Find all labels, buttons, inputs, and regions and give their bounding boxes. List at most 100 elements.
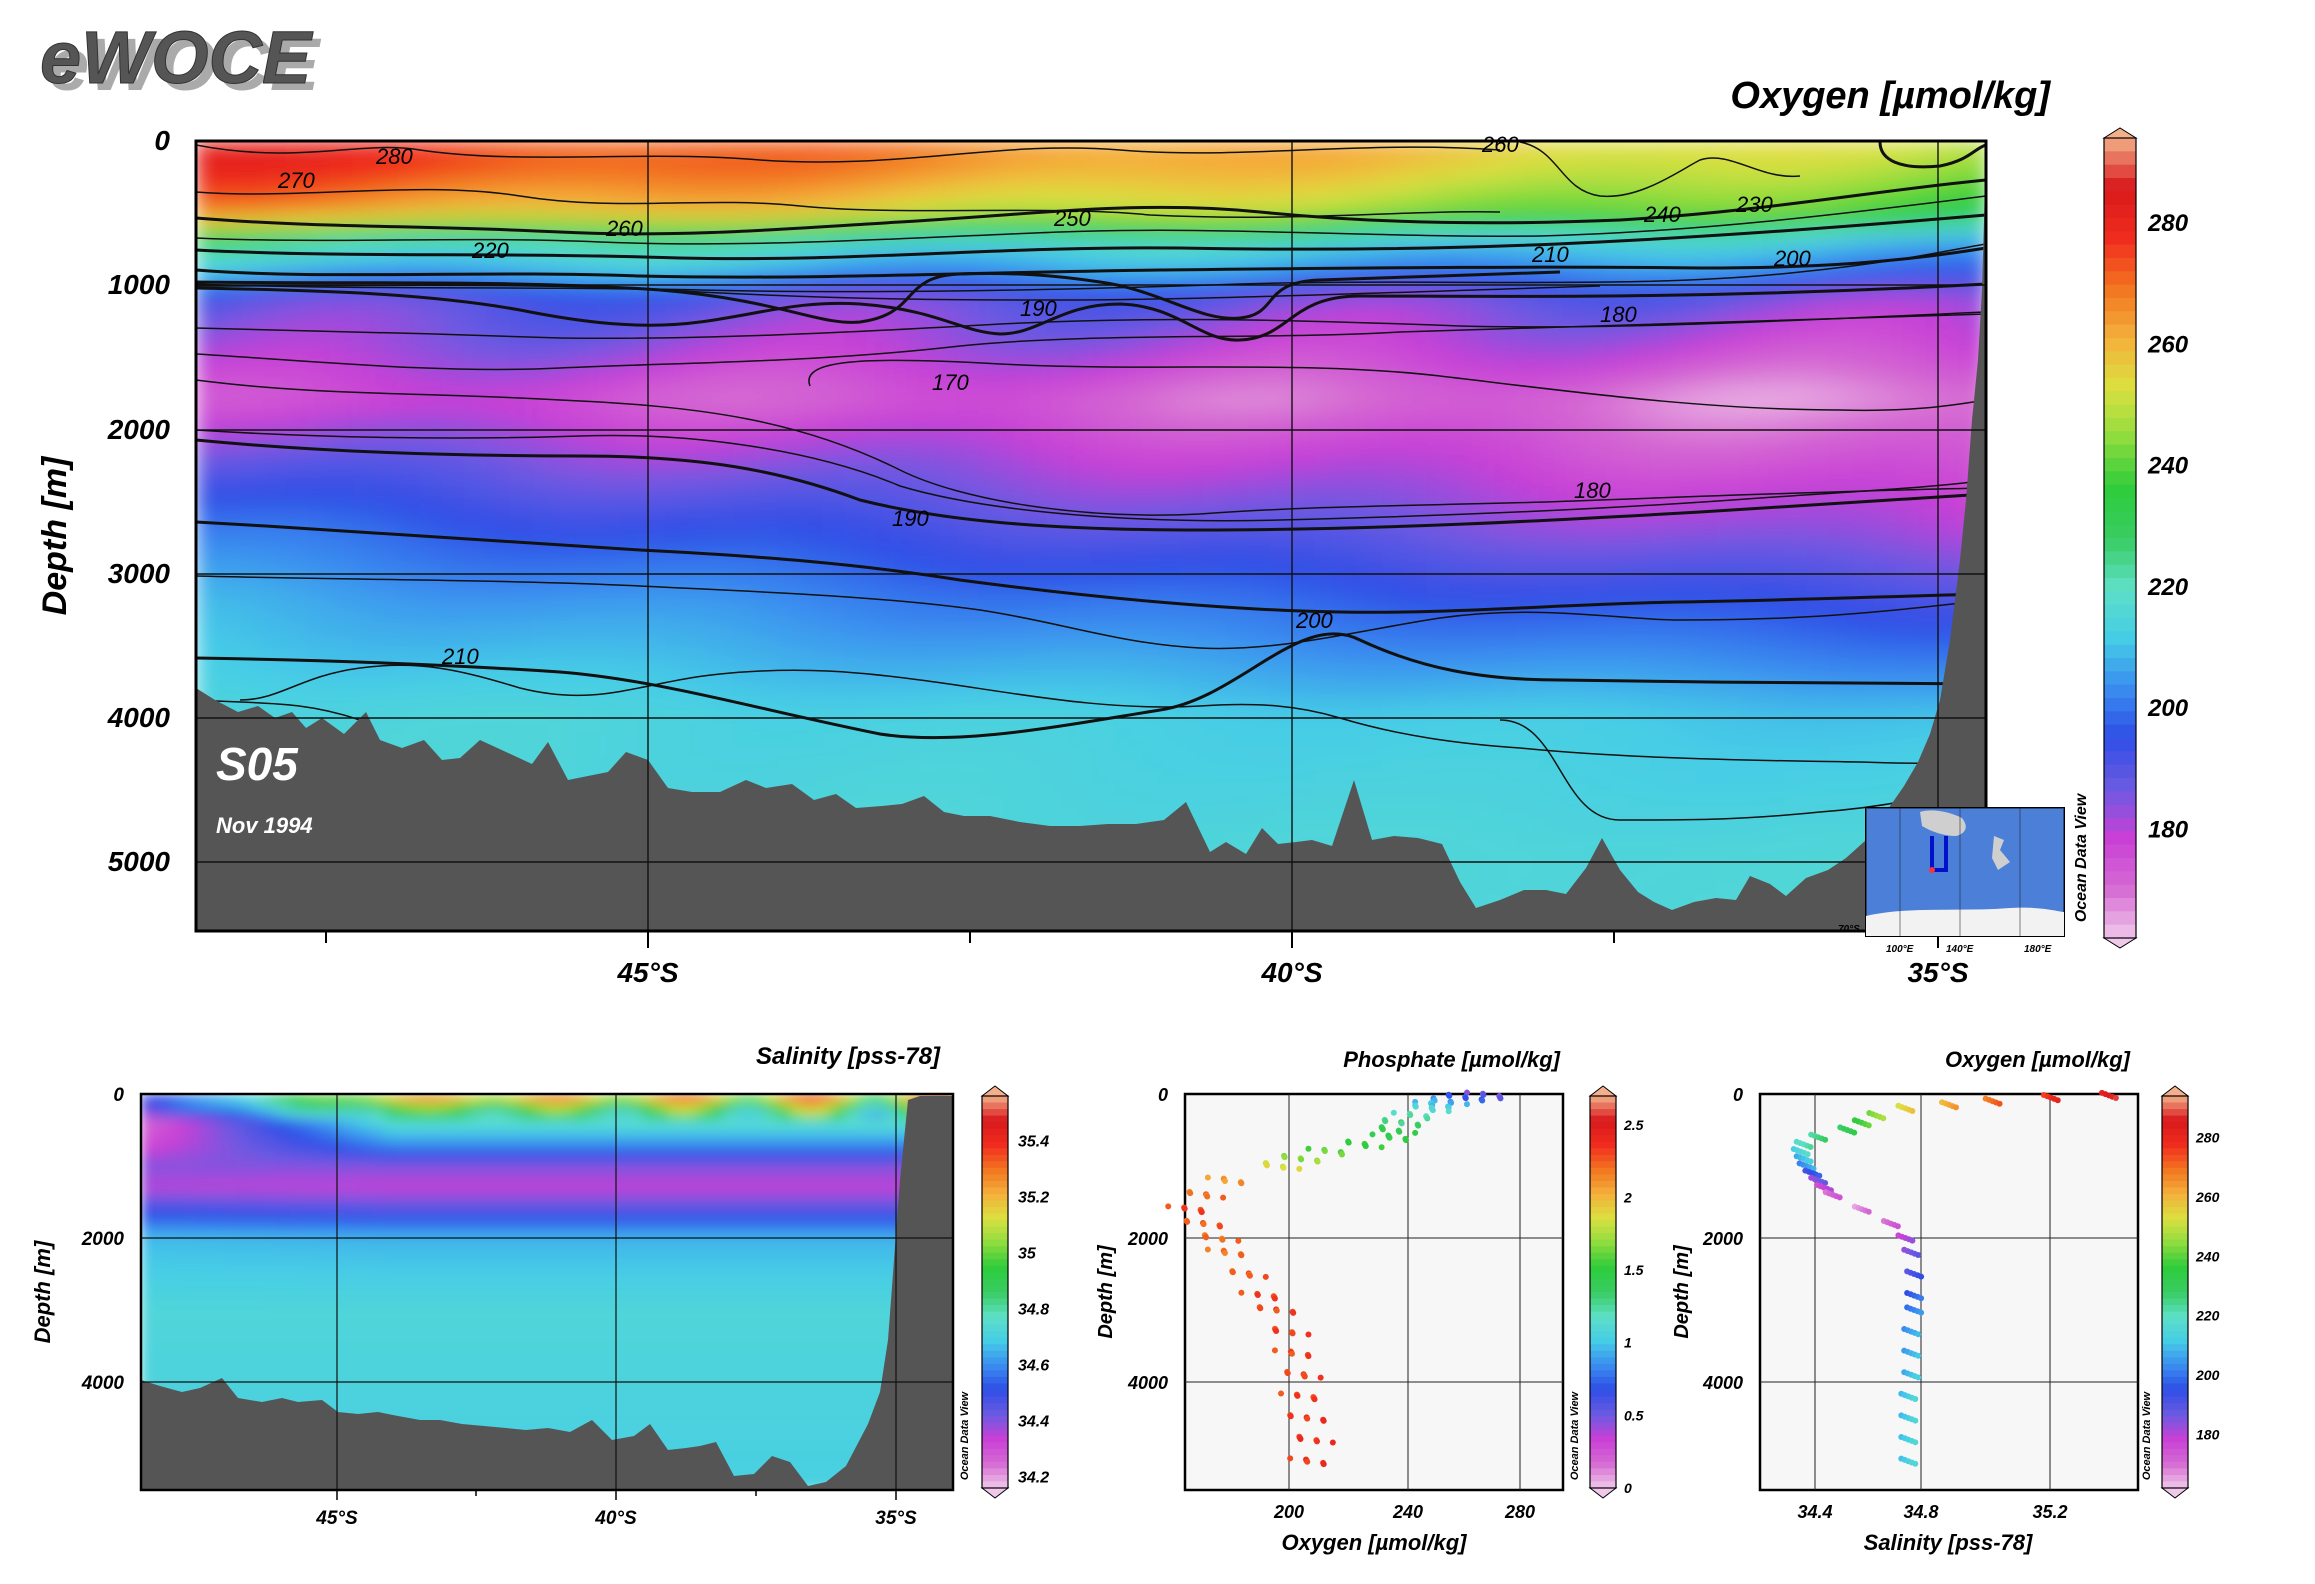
oxygen-cell: [1001, 190, 1025, 204]
oxygen-cell: [1784, 684, 1808, 698]
oxygen-cell: [643, 350, 667, 365]
oxygen-cell: [1158, 622, 1182, 636]
oxygen-cell: [1270, 178, 1294, 192]
oxygen-cell: [934, 239, 958, 254]
oxygen-cell: [1381, 795, 1406, 809]
oxygen-cell: [1672, 795, 1697, 809]
oxygen-cell: [1538, 449, 1562, 463]
oxygen-cell: [912, 350, 936, 365]
oxygen-cell: [1538, 647, 1562, 661]
oxygen-cell: [912, 696, 936, 710]
oxygen-cell: [285, 659, 309, 673]
oxygen-cell: [375, 671, 399, 686]
oxygen-cell: [1516, 610, 1540, 624]
oxygen-cell: [554, 215, 578, 229]
oxygen-cell: [1225, 461, 1249, 476]
oxygen-cell: [822, 659, 846, 673]
oxygen-cell: [1538, 733, 1562, 747]
oxygen-cell: [1605, 832, 1629, 846]
oxygen-cell: [1471, 782, 1495, 797]
oxygen-cell: [285, 461, 309, 476]
oxygen-cell: [1650, 190, 1674, 204]
oxygen-cell: [1471, 758, 1495, 772]
oxygen-cell: [1292, 610, 1316, 624]
oxygen-cell: [1359, 301, 1383, 315]
oxygen-cell: [1135, 573, 1160, 587]
oxygen-cell: [688, 523, 712, 537]
oxygen-cell: [598, 461, 623, 476]
oxygen-cell: [1426, 708, 1450, 723]
oxygen-cell: [1449, 708, 1473, 723]
oxygen-cell: [554, 486, 578, 500]
oxygen-cell: [621, 301, 645, 315]
oxygen-cell: [330, 400, 354, 414]
oxygen-cell: [1807, 363, 1831, 377]
oxygen-cell: [867, 610, 891, 624]
oxygen-cell: [1762, 610, 1786, 624]
oxygen-cell: [1874, 363, 1898, 377]
oxygen-cell: [1158, 647, 1182, 661]
oxygen-cell: [442, 573, 466, 587]
oxygen-cell: [554, 536, 578, 550]
oxygen-cell: [486, 400, 511, 414]
oxygen-cell: [643, 585, 667, 599]
oxygen-cell: [1314, 498, 1339, 513]
oxygen-cell: [1851, 733, 1876, 747]
oxygen-cell: [576, 560, 600, 575]
oxygen-cell: [1784, 424, 1808, 439]
oxygen-cell: [1359, 560, 1383, 575]
oxygen-cell: [1896, 190, 1920, 204]
oxygen-cell: [1314, 610, 1339, 624]
oxygen-cell: [621, 239, 645, 254]
oxygen-cell: [531, 634, 555, 649]
oxygen-cell: [352, 165, 376, 180]
oxygen-cell: [375, 165, 399, 180]
oxygen-cell: [688, 178, 712, 192]
oxygen-cell: [330, 424, 354, 439]
oxygen-cell: [755, 758, 779, 772]
oxygen-cell: [1583, 326, 1607, 340]
oxygen-cell: [1493, 252, 1518, 266]
oxygen-cell: [1583, 424, 1607, 439]
oxygen-cell: [1113, 807, 1137, 821]
oxygen-cell: [1672, 881, 1697, 895]
oxygen-cell: [867, 536, 891, 550]
oxygen-cell: [240, 264, 265, 278]
oxygen-cell: [1851, 202, 1876, 217]
oxygen-cell: [1784, 239, 1808, 254]
oxygen-cell: [240, 202, 265, 217]
oxygen-cell: [1158, 338, 1182, 352]
oxygen-cell: [1829, 758, 1853, 772]
oxygen-cell: [464, 239, 488, 254]
oxygen-cell: [330, 585, 354, 599]
oxygen-cell: [1091, 782, 1115, 797]
oxygen-cell: [1784, 375, 1808, 389]
oxygen-cell: [867, 449, 891, 463]
oxygen-cell: [1896, 560, 1920, 575]
brand-logo-shadow: eWOCE: [48, 23, 322, 106]
oxygen-cell: [643, 474, 667, 488]
oxygen-cell: [1158, 474, 1182, 488]
oxygen-cell: [777, 461, 802, 476]
oxygen-cell: [1404, 573, 1428, 587]
oxygen-cell: [419, 424, 444, 439]
oxygen-cell: [1650, 659, 1674, 673]
oxygen-cell: [330, 412, 354, 426]
oxygen-cell: [240, 289, 265, 303]
oxygen-cell: [375, 647, 399, 661]
oxygen-cell: [956, 227, 981, 241]
oxygen-cell: [1113, 338, 1137, 352]
oxygen-cell: [867, 597, 891, 612]
oxygen-cell: [1158, 795, 1182, 809]
oxygen-cell: [285, 338, 309, 352]
oxygen-cell: [330, 449, 354, 463]
oxygen-cell: [1739, 412, 1764, 426]
oxygen-cell: [1628, 684, 1652, 698]
oxygen-cell: [598, 610, 623, 624]
oxygen-cell: [486, 498, 511, 513]
oxygen-cell: [598, 659, 623, 673]
oxygen-cell: [1023, 573, 1048, 587]
oxygen-cell: [1918, 165, 1943, 180]
oxygen-cell: [912, 363, 936, 377]
oxygen-cell: [1560, 844, 1585, 858]
